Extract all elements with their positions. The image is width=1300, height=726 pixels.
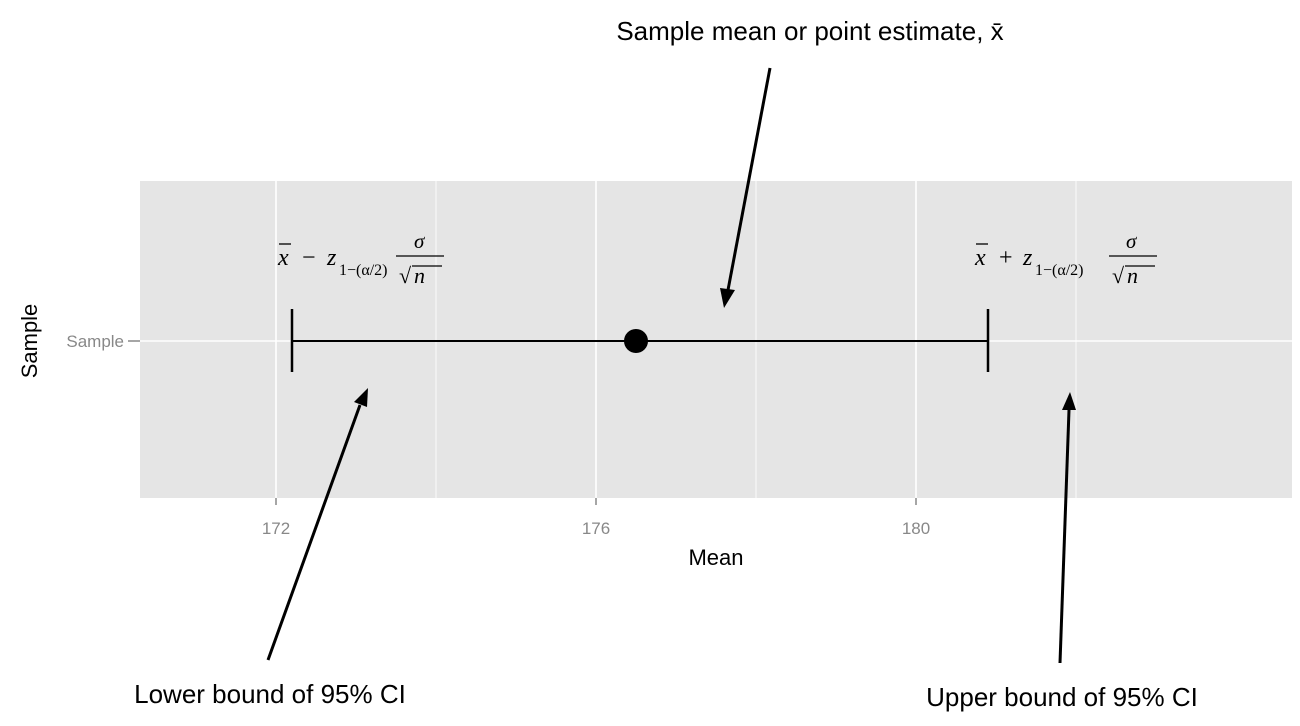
x-tick-label: 180	[902, 519, 930, 538]
svg-text:x: x	[974, 245, 986, 271]
svg-text:n: n	[1127, 263, 1138, 288]
upper-arrow-head	[1062, 392, 1076, 410]
svg-text:σ: σ	[414, 229, 426, 253]
lower-bound-annotation: Lower bound of 95% CI	[134, 679, 406, 709]
lower-arrow-line	[266, 404, 362, 661]
y-axis-title: Sample	[17, 304, 42, 379]
upper-arrow-line	[1058, 409, 1071, 664]
svg-text:√: √	[1112, 263, 1125, 288]
svg-text:1−(α/2): 1−(α/2)	[339, 262, 388, 279]
svg-text:n: n	[414, 263, 425, 288]
mean-arrow-line	[726, 67, 772, 291]
x-tick-label: 172	[262, 519, 290, 538]
mean-annotation: Sample mean or point estimate, x̄	[616, 16, 1003, 46]
upper-bound-formula: x + z 1−(α/2) σ √ n	[974, 229, 1157, 288]
svg-text:√: √	[399, 263, 412, 288]
x-tick-label: 176	[582, 519, 610, 538]
svg-text:z: z	[1022, 245, 1033, 271]
mean-point	[624, 329, 648, 353]
svg-text:σ: σ	[1126, 229, 1138, 253]
mean-arrow-head	[720, 288, 735, 308]
svg-text:+: +	[999, 245, 1013, 271]
plot-panel	[140, 181, 1292, 498]
svg-text:1−(α/2): 1−(α/2)	[1035, 262, 1084, 279]
lower-arrow-head	[354, 388, 368, 407]
y-tick-label: Sample	[66, 332, 124, 351]
lower-bound-formula: x − z 1−(α/2) σ √ n	[277, 229, 444, 288]
x-axis-title: Mean	[688, 545, 743, 570]
svg-text:x: x	[277, 245, 289, 271]
svg-text:z: z	[326, 245, 337, 271]
upper-bound-annotation: Upper bound of 95% CI	[926, 682, 1198, 712]
marks	[290, 309, 990, 372]
svg-text:−: −	[302, 245, 316, 271]
